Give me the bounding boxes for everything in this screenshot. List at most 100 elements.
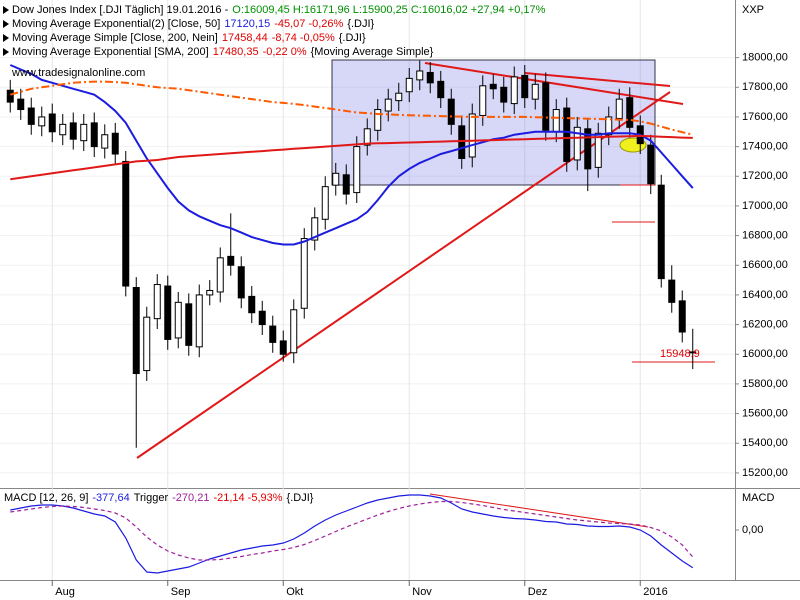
candle-body: [174, 301, 182, 339]
watermark: www.tradesignalonline.com: [11, 67, 145, 79]
x-tick-label: Sep: [171, 586, 191, 598]
candle-body: [468, 113, 476, 158]
candle-body: [668, 279, 676, 303]
candle-body: [248, 295, 256, 314]
candle-body: [615, 98, 623, 119]
series-line: [10, 500, 694, 561]
candle-body: [290, 309, 298, 354]
candle-body: [416, 70, 424, 81]
x-tick-label: Dez: [528, 586, 548, 598]
header: Dow Jones Index [.DJI Täglich] 19.01.201…: [12, 4, 546, 16]
series-line: [9, 64, 694, 246]
candle-body: [332, 172, 340, 186]
y-tick-label: 18000,00: [742, 52, 788, 64]
candle-body: [531, 83, 539, 100]
legend-name: Moving Average Exponential(2) [Close, 50…: [12, 18, 220, 30]
x-tick-label: Aug: [55, 586, 75, 598]
y-tick-label: 17600,00: [742, 111, 788, 123]
series-line: [10, 494, 694, 574]
candle-body: [500, 86, 508, 103]
candle-body: [48, 113, 56, 133]
candle-body: [311, 217, 319, 241]
candle-body: [206, 289, 214, 296]
macd-legend: MACD [12, 26, 9] -377,64 Trigger -270,21 -21…: [4, 492, 314, 504]
grid-layer: [0, 0, 739, 586]
legend-value: 17120,15: [224, 18, 270, 30]
candle-body: [6, 89, 14, 103]
candle-body: [510, 76, 518, 105]
y-tick-label: 15200,00: [742, 467, 788, 479]
candle-body: [279, 340, 287, 355]
candle-body: [458, 125, 466, 159]
candle-body: [489, 83, 497, 90]
y-tick-label: 15400,00: [742, 437, 788, 449]
icon: [3, 20, 9, 28]
y-tick-label: 16000,00: [742, 348, 788, 360]
candle-body: [27, 107, 35, 125]
legend-source: {.DJI}: [347, 18, 374, 30]
y-tick-label: 15600,00: [742, 407, 788, 419]
candle-body: [678, 300, 686, 333]
candle-body: [521, 74, 529, 99]
legend-change: -8,74 -0,05%: [272, 32, 335, 44]
legend-value: -377,64: [92, 492, 129, 504]
drawings: [136, 59, 715, 528]
divergence-line: [429, 493, 649, 528]
candle-body: [185, 303, 193, 346]
candle-body: [584, 128, 592, 170]
x-tick-label: Nov: [412, 586, 432, 598]
candle-body: [353, 146, 361, 194]
annotation: 15948,9: [660, 348, 700, 360]
candle-body: [657, 184, 665, 280]
candle-body: [90, 122, 98, 148]
y-tick-label: 16600,00: [742, 259, 788, 271]
y-tick-label: 16200,00: [742, 318, 788, 330]
legend: Dow Jones Index [.DJI Täglich] 19.01.201…: [3, 4, 774, 504]
series-line: [10, 80, 694, 136]
icon: [3, 34, 9, 42]
candle-body: [237, 266, 245, 299]
candle-body: [384, 98, 392, 112]
candle-body: [153, 284, 161, 320]
candle-body: [479, 85, 487, 116]
candle-body: [647, 144, 655, 185]
legend-name: Trigger: [134, 492, 169, 504]
candle-body: [426, 71, 434, 84]
legend-value: 17480,35: [213, 46, 259, 58]
legend-entry: Moving Average Exponential [SMA, 200] 174…: [12, 46, 434, 58]
candle-body: [605, 116, 613, 136]
frame: [0, 0, 800, 581]
candle-body: [17, 98, 25, 111]
trend-line: [424, 62, 684, 105]
x-tick-label: 2016: [643, 586, 667, 598]
candle-body: [216, 257, 224, 293]
y-axis-label: XXP: [742, 4, 764, 16]
candle-body: [111, 132, 119, 155]
legend-source: {.DJI}: [339, 32, 366, 44]
legend-entry: Moving Average Simple [Close, 200, Nein]…: [12, 32, 366, 44]
candle-body: [143, 316, 151, 372]
candle-body: [101, 134, 109, 149]
icon: [3, 6, 9, 14]
candle-body: [269, 325, 277, 343]
y-axis-label: MACD: [742, 492, 774, 504]
candle-body: [405, 77, 413, 93]
legend-change: -0,22 0%: [263, 46, 307, 58]
y-tick-label: 17800,00: [742, 81, 788, 93]
candle-body: [437, 80, 445, 99]
candle-body: [573, 126, 581, 161]
trend-line: [136, 91, 671, 459]
candle-body: [38, 116, 46, 127]
candle-body: [542, 82, 550, 131]
x-tick-label: Okt: [286, 586, 303, 598]
trend-line: [524, 72, 671, 87]
candle-body: [132, 287, 140, 375]
candle-body: [626, 97, 634, 128]
legend-value: -270,21: [172, 492, 209, 504]
y-tick-label: 16800,00: [742, 230, 788, 242]
series-line: [10, 134, 693, 181]
candle-body: [59, 123, 67, 136]
legend-source: {Moving Average Simple}: [311, 46, 434, 58]
candle-body: [195, 294, 203, 348]
